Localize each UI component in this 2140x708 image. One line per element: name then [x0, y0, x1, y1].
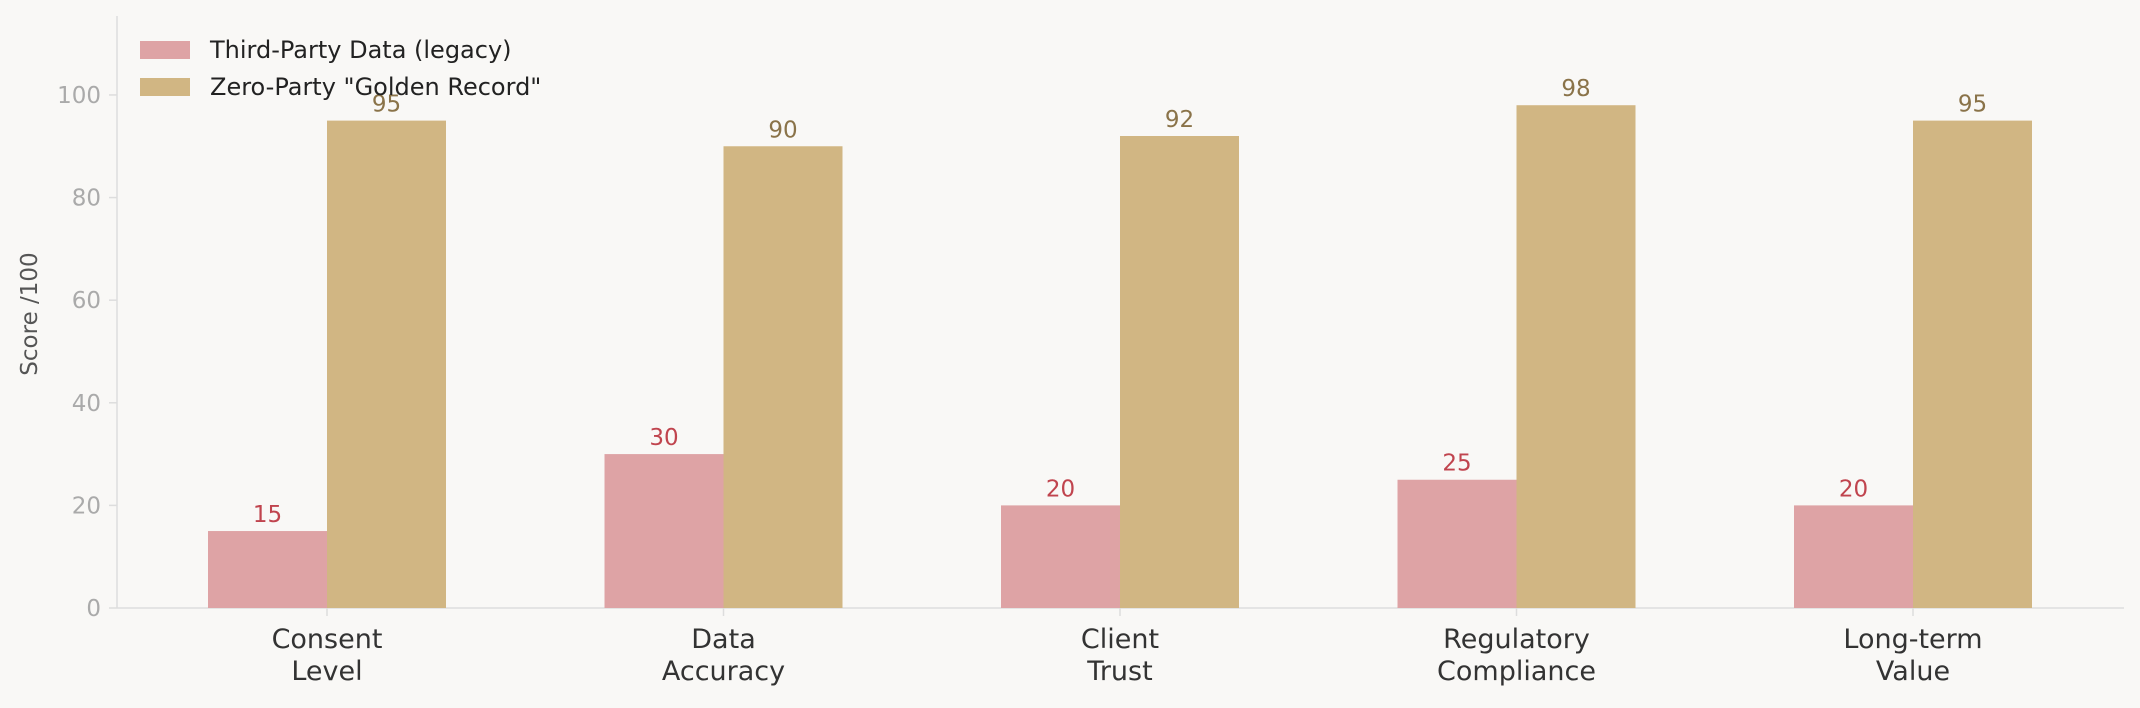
bar-third-party — [1397, 479, 1517, 608]
bar-value-label: 25 — [1442, 451, 1471, 477]
bar-value-label: 90 — [768, 117, 797, 143]
y-tick-label: 60 — [72, 288, 101, 314]
bar-value-label: 95 — [1958, 92, 1987, 118]
bar-zero-party — [1516, 105, 1636, 608]
y-tick-label: 40 — [72, 391, 101, 417]
x-category-label: Client — [1081, 624, 1159, 655]
y-tick-label: 80 — [72, 186, 101, 212]
y-tick-label: 20 — [72, 493, 101, 519]
bar-third-party — [1001, 505, 1120, 608]
bar-zero-party — [1913, 120, 2032, 608]
x-category-label: Level — [291, 656, 362, 687]
bar-value-label: 92 — [1165, 107, 1194, 133]
bar-third-party — [1794, 505, 1913, 608]
x-category-label: Long-term — [1843, 624, 1982, 655]
bar-zero-party — [723, 146, 843, 608]
y-tick-label: 100 — [57, 83, 101, 109]
x-category-label: Regulatory — [1443, 624, 1590, 655]
bar-third-party — [604, 454, 724, 608]
x-category-label: Compliance — [1437, 656, 1596, 687]
y-tick-label: 0 — [86, 596, 101, 622]
bar-zero-party — [1120, 136, 1239, 608]
bar-value-label: 20 — [1839, 476, 1868, 502]
bar-value-label: 20 — [1046, 476, 1075, 502]
bar-third-party — [208, 531, 327, 608]
bar-value-label: 30 — [649, 425, 678, 451]
legend-label: Third-Party Data (legacy) — [209, 36, 512, 64]
legend-swatch — [140, 41, 190, 59]
bar-zero-party — [327, 120, 446, 608]
x-category-label: Data — [691, 624, 755, 655]
legend-label: Zero-Party "Golden Record" — [210, 73, 541, 101]
bar-value-label: 15 — [253, 502, 282, 528]
legend-swatch — [140, 78, 190, 96]
x-category-label: Accuracy — [662, 656, 785, 687]
bar-value-label: 98 — [1561, 76, 1590, 102]
bar-value-label: 95 — [372, 92, 401, 118]
y-axis-label: Score /100 — [17, 252, 43, 375]
x-category-label: Trust — [1086, 656, 1152, 687]
x-category-label: Consent — [272, 624, 383, 655]
x-category-label: Value — [1876, 656, 1950, 687]
